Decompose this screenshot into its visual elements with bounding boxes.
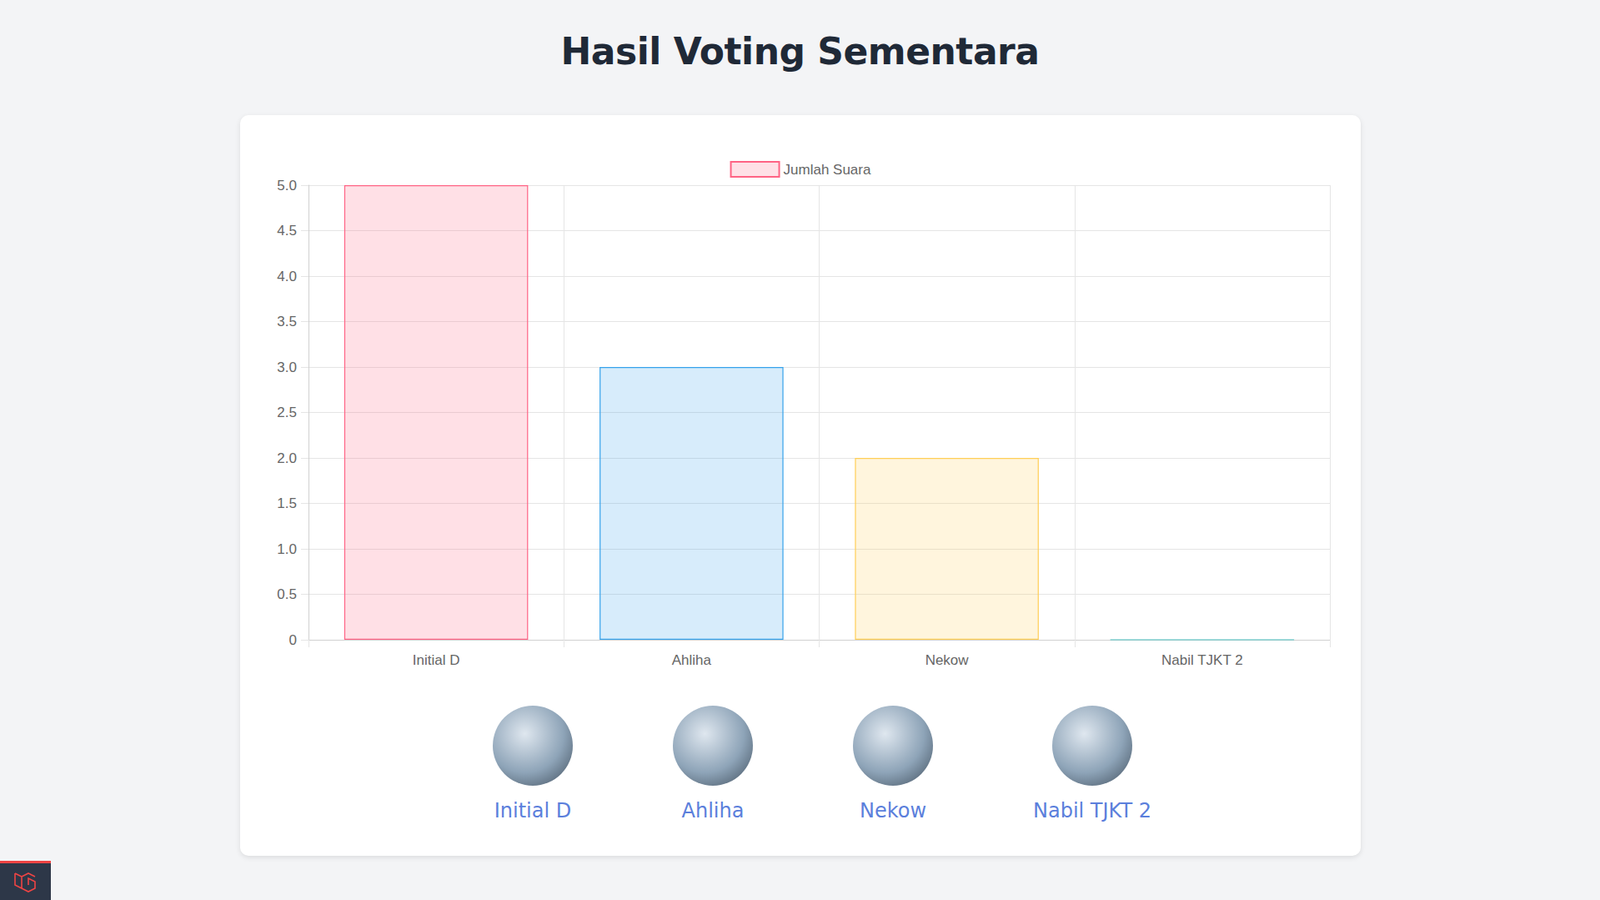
svg-text:Nabil TJKT 2: Nabil TJKT 2 bbox=[1161, 652, 1244, 668]
svg-text:1.0: 1.0 bbox=[276, 541, 297, 557]
html-text:Nekow: Nekow bbox=[859, 798, 927, 823]
svg-text:4.5: 4.5 bbox=[276, 222, 297, 239]
svg-text:Jumlah Suara: Jumlah Suara bbox=[783, 161, 872, 178]
svg-text:Ahliha: Ahliha bbox=[672, 652, 713, 668]
svg-text:Nekow: Nekow bbox=[925, 652, 970, 668]
html-text:Hasil Voting Sementara: Hasil Voting Sementara bbox=[560, 30, 1040, 73]
svg-text:0.5: 0.5 bbox=[276, 586, 297, 602]
svg-text:5.0: 5.0 bbox=[276, 177, 297, 194]
svg-text:3.0: 3.0 bbox=[276, 359, 297, 376]
svg-text:3.5: 3.5 bbox=[276, 313, 297, 330]
html-text:Ahliha: Ahliha bbox=[681, 798, 745, 823]
svg-text:Initial D: Initial D bbox=[412, 652, 461, 668]
svg-text:0: 0 bbox=[289, 631, 297, 648]
html-text:Initial D: Initial D bbox=[494, 798, 572, 823]
html-text:Nabil TJKT 2: Nabil TJKT 2 bbox=[1033, 798, 1152, 823]
svg-text:2.0: 2.0 bbox=[276, 450, 297, 467]
svg-text:4.0: 4.0 bbox=[276, 268, 297, 285]
svg-text:1.5: 1.5 bbox=[276, 495, 297, 512]
svg-text:2.5: 2.5 bbox=[276, 404, 297, 421]
